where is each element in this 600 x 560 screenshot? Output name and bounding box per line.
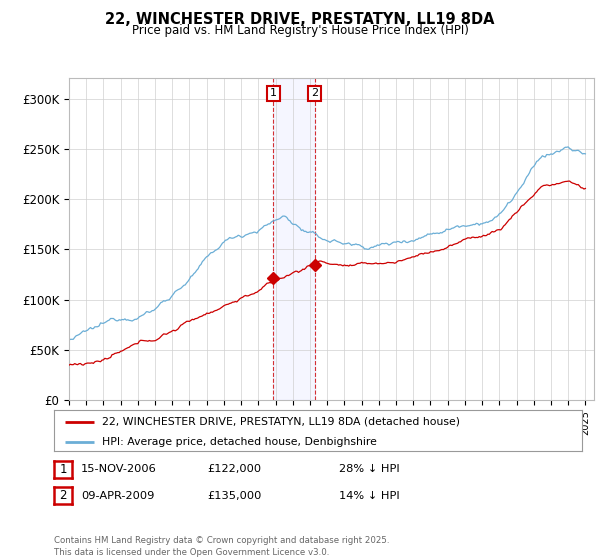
- Text: 1: 1: [270, 88, 277, 99]
- Text: 14% ↓ HPI: 14% ↓ HPI: [339, 491, 400, 501]
- Text: 1: 1: [59, 463, 67, 476]
- Text: £135,000: £135,000: [207, 491, 262, 501]
- Text: Contains HM Land Registry data © Crown copyright and database right 2025.
This d: Contains HM Land Registry data © Crown c…: [54, 536, 389, 557]
- Text: Price paid vs. HM Land Registry's House Price Index (HPI): Price paid vs. HM Land Registry's House …: [131, 24, 469, 36]
- Text: 22, WINCHESTER DRIVE, PRESTATYN, LL19 8DA (detached house): 22, WINCHESTER DRIVE, PRESTATYN, LL19 8D…: [101, 417, 460, 427]
- Text: 28% ↓ HPI: 28% ↓ HPI: [339, 464, 400, 474]
- Text: £122,000: £122,000: [207, 464, 261, 474]
- Text: HPI: Average price, detached house, Denbighshire: HPI: Average price, detached house, Denb…: [101, 437, 376, 447]
- Text: 15-NOV-2006: 15-NOV-2006: [81, 464, 157, 474]
- Text: 09-APR-2009: 09-APR-2009: [81, 491, 154, 501]
- Bar: [274, 78, 314, 400]
- Text: 2: 2: [59, 489, 67, 502]
- Text: 2: 2: [311, 88, 318, 99]
- Text: 22, WINCHESTER DRIVE, PRESTATYN, LL19 8DA: 22, WINCHESTER DRIVE, PRESTATYN, LL19 8D…: [105, 12, 495, 27]
